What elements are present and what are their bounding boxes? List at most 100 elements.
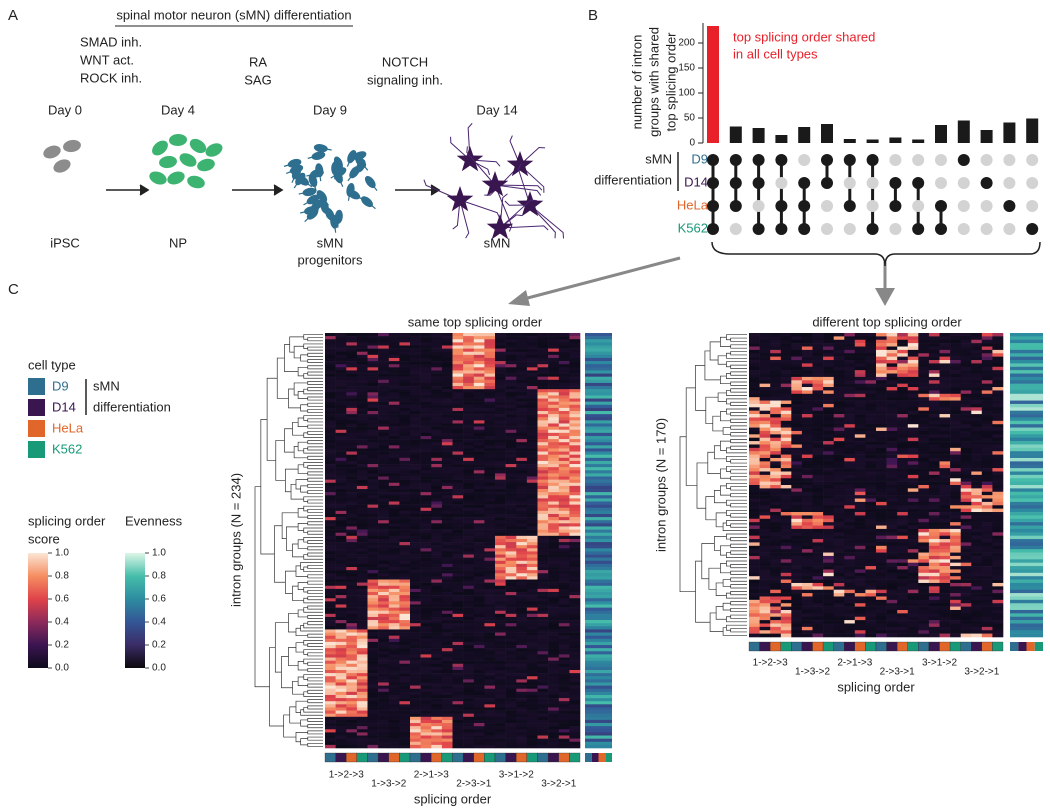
heatmap-cell [537, 457, 549, 462]
heatmap-cell [981, 339, 993, 344]
evenness-cell [585, 351, 612, 356]
heatmap-cell [378, 666, 389, 671]
heatmap-cell [505, 585, 517, 590]
heatmap-cell [992, 363, 1004, 368]
heatmap-cell [431, 570, 443, 574]
heatmap-cell [441, 382, 453, 387]
heatmap-cell [823, 356, 834, 361]
heatmap-cell [325, 336, 336, 340]
heatmap-cell [410, 657, 421, 661]
heatmap-cell [558, 439, 570, 443]
heatmap-cell [325, 526, 336, 530]
heatmap-cell [971, 468, 983, 472]
heatmap-cell [505, 582, 517, 587]
heatmap-cell [388, 345, 400, 349]
heatmap-cell [335, 501, 347, 505]
heatmap-cell [960, 427, 972, 432]
heatmap-cell [505, 389, 517, 393]
heatmap-cell [569, 417, 581, 421]
heatmap-cell [495, 504, 506, 509]
heatmap-cell [431, 420, 443, 424]
matrix-dot [889, 154, 902, 166]
heatmap-cell [431, 738, 443, 743]
heatmap-cell [844, 376, 856, 381]
heatmap-cell [325, 351, 336, 356]
heatmap-cell [335, 414, 347, 418]
heatmap-cell [463, 407, 474, 412]
heatmap-cell [749, 349, 760, 354]
heatmap-cell [367, 529, 379, 533]
heatmap-cell [939, 444, 951, 449]
treatment: signaling inh. [367, 72, 443, 87]
heatmap-cell [378, 723, 389, 727]
heatmap-cell [537, 364, 549, 368]
evenness-cell [585, 479, 612, 484]
heatmap-cell [473, 435, 485, 440]
heatmap-cell [484, 623, 496, 627]
heatmap-cell [558, 707, 570, 711]
heatmap-cell [812, 407, 824, 411]
heatmap-cell [399, 666, 411, 671]
heatmap-cell [526, 554, 538, 558]
heatmap-cell [854, 457, 866, 462]
heatmap-cell [823, 461, 834, 466]
cell-type-strip [558, 752, 570, 763]
heatmap-cell [759, 414, 771, 418]
heatmap-cell [537, 529, 549, 533]
bar [980, 130, 993, 143]
heatmap-cell [569, 392, 581, 396]
heatmap-cell [473, 348, 485, 353]
dendrogram-link [307, 661, 323, 666]
evenness-cell [585, 598, 612, 602]
heatmap-cell [526, 376, 538, 381]
heatmap-cell [548, 442, 559, 446]
heatmap-cell [378, 707, 389, 711]
heatmap-cell [971, 457, 983, 462]
heatmap-cell [516, 576, 528, 580]
heatmap-cell [463, 435, 474, 440]
heatmap-cell [325, 507, 336, 512]
heatmap-cell [367, 429, 379, 434]
neurite [459, 199, 470, 239]
evenness-cell [585, 342, 612, 346]
heatmap-cell [441, 729, 453, 733]
heatmap-cell [749, 410, 760, 415]
heatmap-cell [484, 489, 496, 493]
heatmap-cell [918, 370, 930, 374]
heatmap-cell [950, 464, 961, 469]
heatmap-cell [505, 398, 517, 402]
heatmap-cell [346, 357, 358, 362]
heatmap-cell [897, 464, 909, 469]
heatmap-cell [928, 451, 940, 455]
heatmap-cell [526, 454, 538, 459]
heatmap-cell [441, 501, 453, 505]
heatmap-cell [960, 464, 972, 469]
heatmap-cell [431, 411, 443, 415]
heatmap-cell [346, 663, 358, 668]
heatmap-cell [992, 366, 1004, 371]
heatmap-cell [812, 457, 824, 462]
heatmap-cell [558, 632, 570, 636]
heatmap-cell [823, 468, 834, 472]
heatmap-cell [812, 343, 824, 347]
heatmap-cell [812, 333, 824, 337]
heatmap-cell [431, 598, 443, 602]
heatmap-cell [420, 454, 432, 459]
heatmap-cell [526, 657, 538, 661]
heatmap-cell [356, 651, 368, 655]
heatmap-cell [325, 467, 336, 471]
dendrogram-link [307, 730, 323, 735]
heatmap-cell [865, 414, 877, 418]
heatmap-cell [981, 414, 993, 418]
heatmap-cell [495, 507, 506, 512]
heatmap-cell [907, 339, 919, 344]
heatmap-cell [833, 336, 845, 341]
heatmap-cell [950, 468, 961, 472]
heatmap-cell [431, 345, 443, 349]
heatmap-cell [537, 701, 549, 705]
heatmap-cell [971, 427, 983, 432]
heatmap-cell [463, 557, 474, 562]
heatmap-cell [441, 666, 453, 671]
heatmap-cell [378, 357, 389, 362]
heatmap-cell [537, 648, 549, 652]
